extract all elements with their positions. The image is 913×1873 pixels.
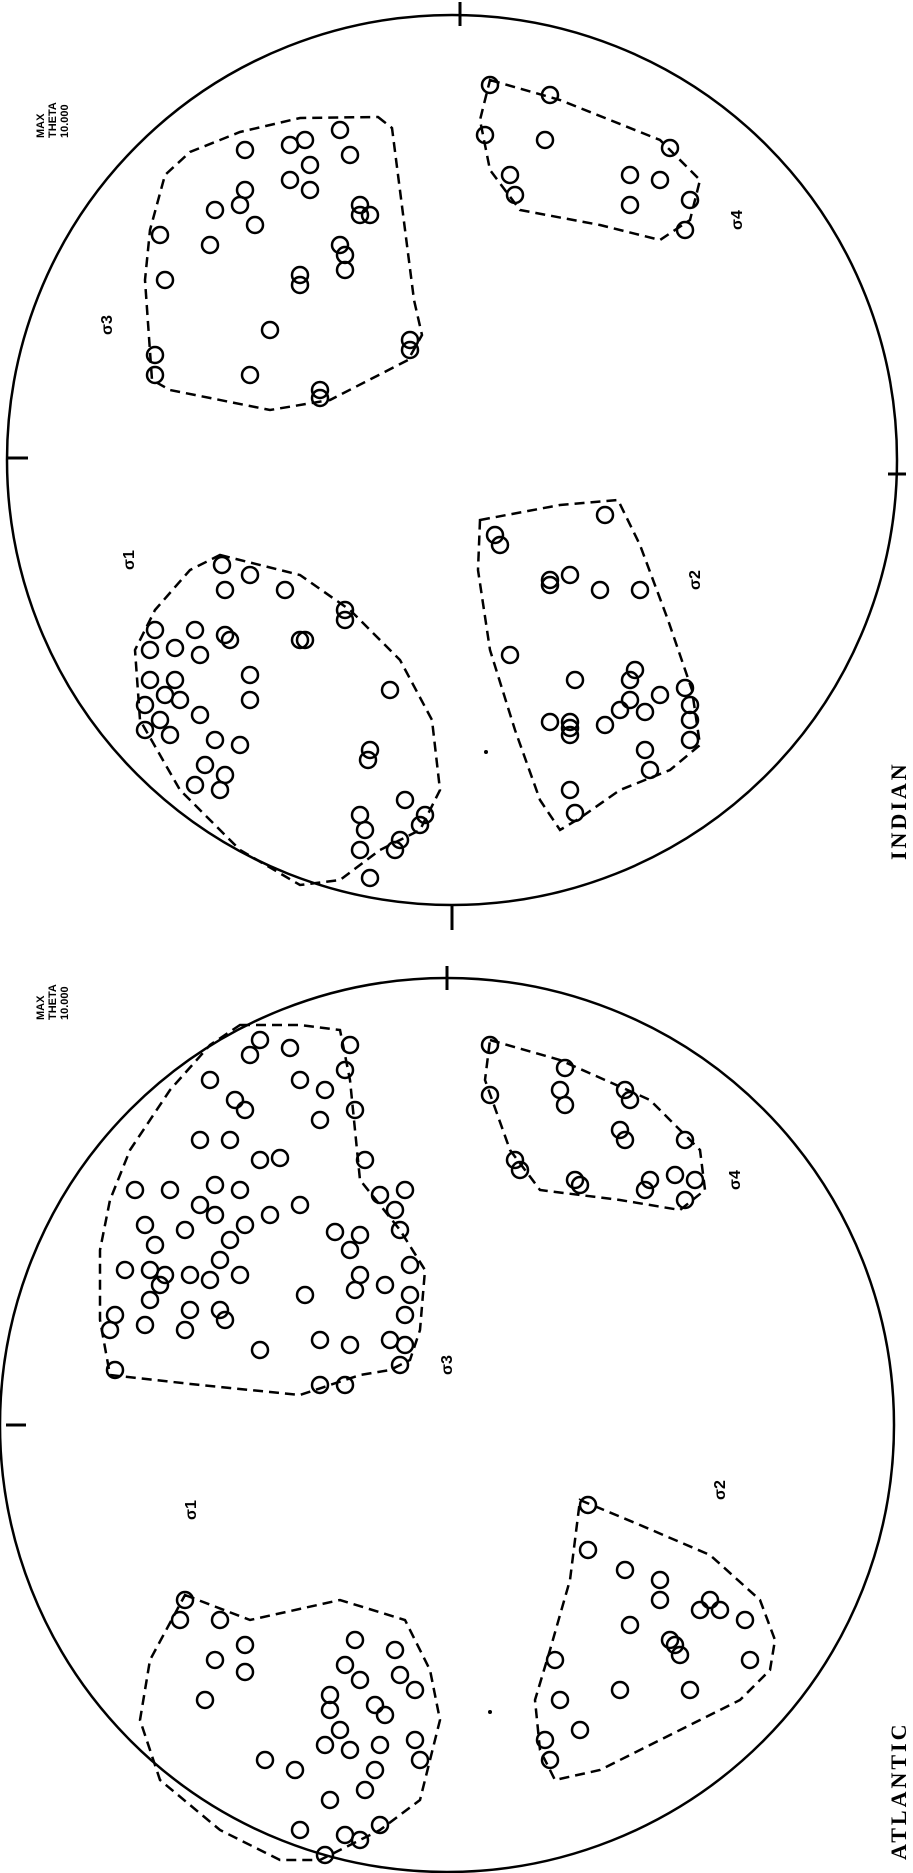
indian-ocean-label: INDIAN bbox=[886, 761, 911, 860]
atlantic-net-circle bbox=[0, 976, 896, 1873]
atlantic-ocean-label: ATLANTIC bbox=[886, 1721, 911, 1860]
atlantic-sigma1-label: σ1 bbox=[183, 1500, 200, 1520]
indian-sigma4-label: σ4 bbox=[729, 210, 746, 230]
indian-poles-d bbox=[485, 505, 700, 823]
svg-text:THETA: THETA bbox=[47, 984, 59, 1020]
indian-cluster-boundary-c bbox=[133, 553, 442, 887]
indian-center-dot bbox=[484, 750, 488, 754]
svg-text:10.000: 10.000 bbox=[59, 986, 71, 1020]
indian-poles-c bbox=[135, 555, 435, 888]
indian-poles-b bbox=[475, 75, 700, 240]
svg-text:THETA: THETA bbox=[47, 102, 59, 138]
atlantic-poles-b bbox=[480, 1035, 705, 1210]
atlantic-poles-a bbox=[100, 1030, 420, 1395]
svg-text:MAX: MAX bbox=[35, 995, 47, 1020]
atlantic-cluster-boundary-d bbox=[533, 1498, 777, 1782]
atlantic-max-theta: MAX THETA 10.000 bbox=[35, 984, 71, 1020]
svg-text:MAX: MAX bbox=[35, 113, 47, 138]
indian-net-circle bbox=[5, 13, 899, 907]
atlantic-poles-c bbox=[170, 1590, 430, 1865]
svg-text:10.000: 10.000 bbox=[59, 104, 71, 138]
indian-sigma2-label: σ2 bbox=[687, 570, 704, 590]
atlantic-cluster-boundary-a bbox=[98, 1023, 427, 1397]
indian-sigma3-label: σ3 bbox=[99, 315, 116, 335]
indian-cluster-boundary-b bbox=[478, 78, 702, 242]
atlantic-sigma3-label: σ3 bbox=[439, 1355, 456, 1375]
atlantic-panel: MAX THETA 10.000 σ1 σ2 σ3 σ4 ATLANTIC bbox=[0, 966, 911, 1873]
atlantic-cluster-boundary-c bbox=[138, 1593, 442, 1862]
indian-cluster-boundary-d bbox=[476, 498, 702, 832]
indian-panel: MAX THETA 10.000 σ1 σ2 σ3 σ4 INDIAN bbox=[5, 2, 911, 930]
atlantic-poles-d bbox=[535, 1495, 760, 1770]
atlantic-center-dot bbox=[488, 1710, 492, 1714]
indian-max-theta: MAX THETA 10.000 bbox=[35, 102, 71, 138]
indian-cluster-boundary-a bbox=[143, 115, 424, 412]
indian-poles-a bbox=[145, 120, 420, 408]
indian-sigma1-label: σ1 bbox=[121, 550, 138, 570]
atlantic-cluster-boundary-b bbox=[483, 1038, 707, 1212]
atlantic-sigma4-label: σ4 bbox=[727, 1170, 744, 1190]
atlantic-sigma2-label: σ2 bbox=[712, 1480, 729, 1500]
